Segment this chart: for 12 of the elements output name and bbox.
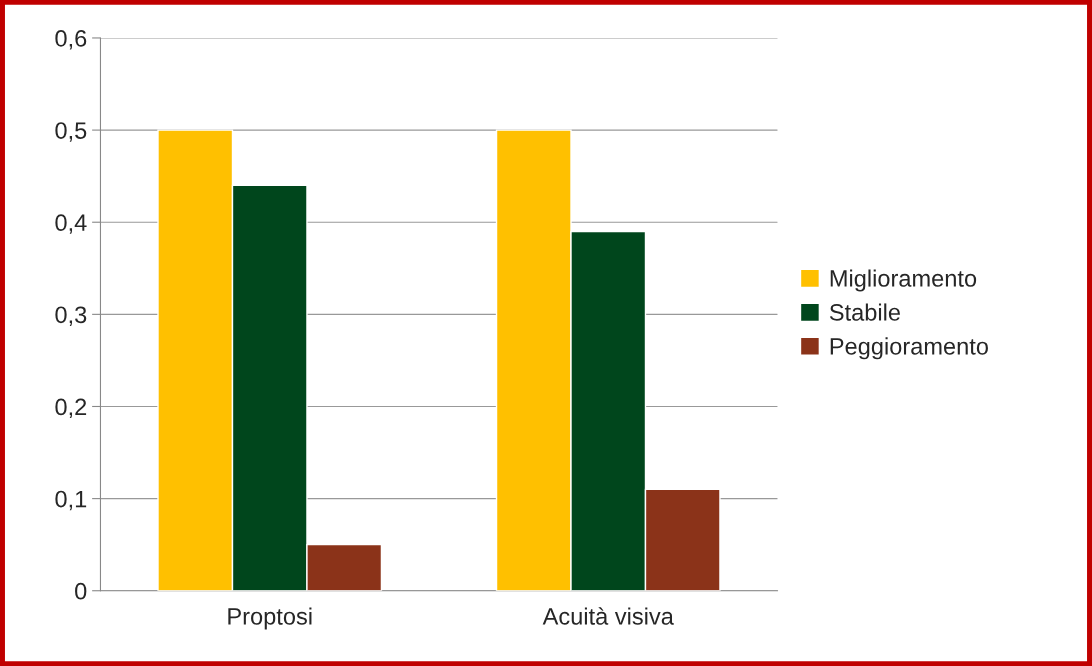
legend-label: Stabile [829, 303, 900, 321]
y-tick-label: 0,6 [55, 30, 87, 50]
y-tick-label: 0 [75, 582, 87, 600]
legend-label: Miglioramento [830, 269, 977, 292]
x-tick-label: Acuità visiva [542, 607, 674, 625]
y-tick-label: 0,4 [55, 214, 87, 234]
y-tick-label: 0,2 [55, 398, 87, 419]
legend-label: Peggioramento [830, 337, 988, 360]
x-tick-label: Proptosi [228, 607, 312, 630]
y-tick-label: 0,5 [55, 122, 87, 142]
y-tick-label: 0,1 [55, 490, 87, 511]
y-tick-label: 0,3 [55, 306, 87, 326]
